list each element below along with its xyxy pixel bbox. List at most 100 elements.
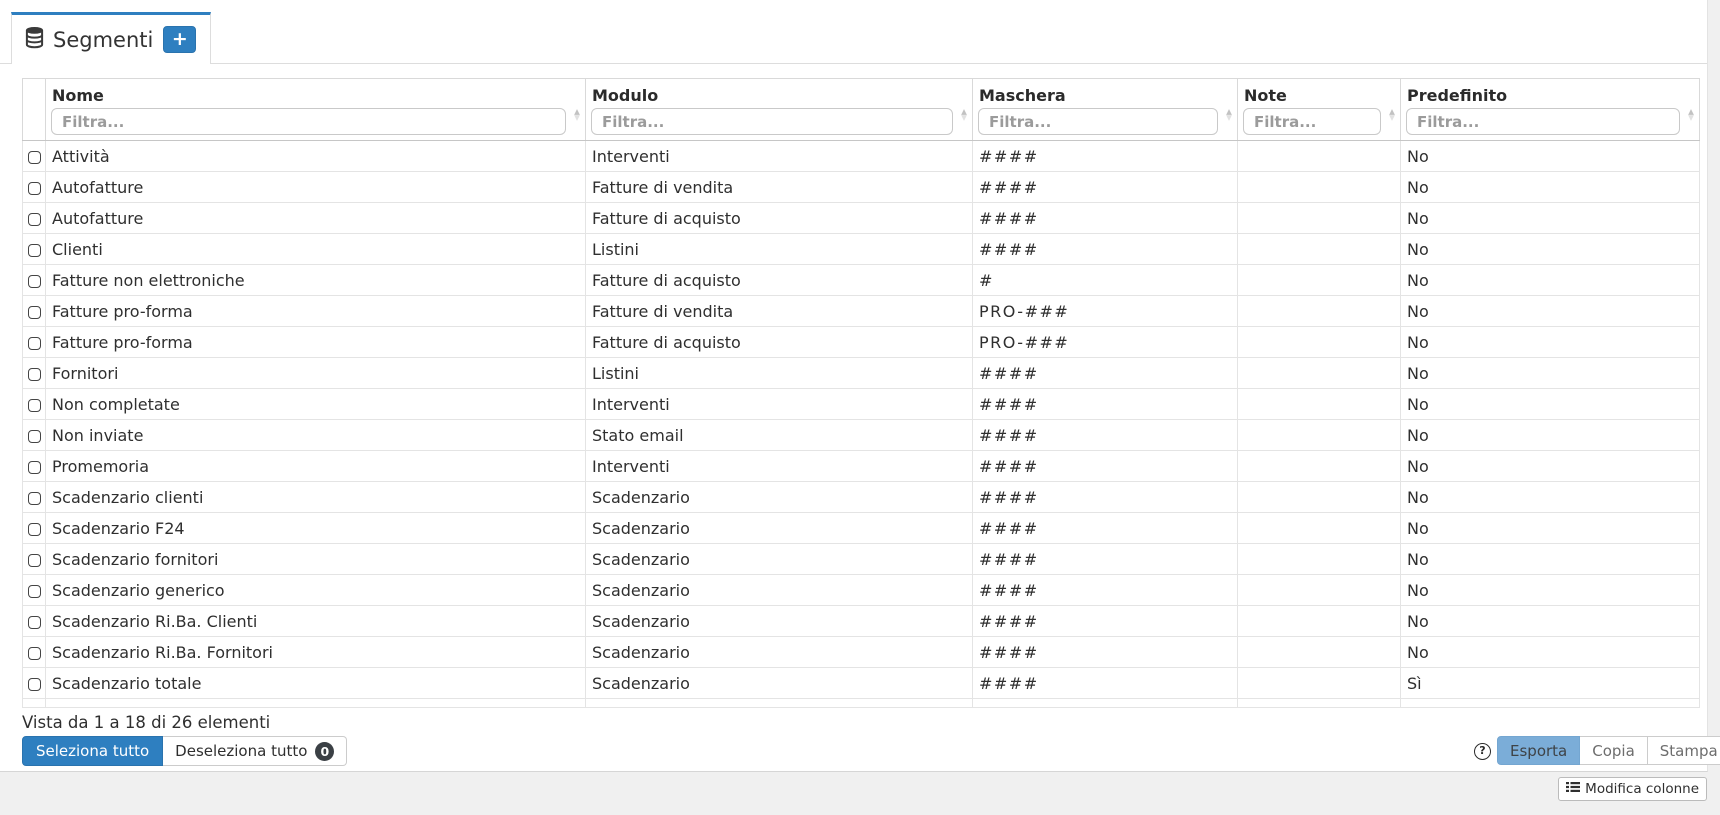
cell-maschera: #### bbox=[972, 636, 1238, 668]
cell-modulo: Scadenzario bbox=[585, 605, 973, 637]
table-row[interactable]: Fatture non elettroniche Fatture di acqu… bbox=[22, 264, 1700, 296]
cell-note bbox=[1237, 202, 1401, 234]
row-checkbox[interactable] bbox=[27, 491, 41, 505]
cell-modulo: Fatture di vendita bbox=[585, 171, 973, 203]
column-header-nome[interactable]: Nome ▲▼ bbox=[45, 78, 586, 141]
row-checkbox[interactable] bbox=[27, 677, 41, 691]
table-row[interactable]: Autofatture Fatture di vendita #### No bbox=[22, 171, 1700, 203]
selection-button-group: Seleziona tutto Deseleziona tutto 0 bbox=[22, 736, 348, 766]
filter-input-nome[interactable] bbox=[51, 108, 566, 135]
row-checkbox[interactable] bbox=[27, 181, 41, 195]
cell-note bbox=[1237, 388, 1401, 420]
modify-columns-button[interactable]: Modifica colonne bbox=[1558, 777, 1707, 801]
cell-note bbox=[1237, 512, 1401, 544]
row-checkbox[interactable] bbox=[27, 150, 41, 164]
table-row[interactable]: Scadenzario fornitori Scadenzario #### N… bbox=[22, 543, 1700, 575]
cell-predefinito: No bbox=[1400, 357, 1700, 389]
cell-note bbox=[1237, 543, 1401, 575]
cell-predefinito: No bbox=[1400, 512, 1700, 544]
deselect-all-button[interactable]: Deseleziona tutto 0 bbox=[163, 736, 348, 766]
cell-nome: Fatture pro-forma bbox=[45, 326, 586, 358]
cell-nome: Scadenzario Ri.Ba. Fornitori bbox=[45, 636, 586, 668]
cell-maschera: #### bbox=[972, 233, 1238, 265]
table-row[interactable]: Autofatture Fatture di acquisto #### No bbox=[22, 202, 1700, 234]
table-row[interactable]: Scadenzario Ri.Ba. Fornitori Scadenzario… bbox=[22, 636, 1700, 668]
table-row[interactable]: Scadenzario Ri.Ba. Clienti Scadenzario #… bbox=[22, 605, 1700, 637]
table-row[interactable]: Scadenzario generico Scadenzario #### No bbox=[22, 574, 1700, 606]
column-header-note[interactable]: Note ▲▼ bbox=[1237, 78, 1401, 141]
table-body: Attività Interventi #### No Autofatture … bbox=[22, 140, 1700, 699]
row-checkbox[interactable] bbox=[27, 212, 41, 226]
cell-predefinito: No bbox=[1400, 140, 1700, 172]
cell-maschera: #### bbox=[972, 543, 1238, 575]
export-button[interactable]: Esporta bbox=[1497, 736, 1581, 765]
cell-note bbox=[1237, 233, 1401, 265]
row-checkbox[interactable] bbox=[27, 584, 41, 598]
row-checkbox[interactable] bbox=[27, 305, 41, 319]
cell-maschera: # bbox=[972, 264, 1238, 296]
row-checkbox[interactable] bbox=[27, 615, 41, 629]
table-row[interactable]: Fornitori Listini #### No bbox=[22, 357, 1700, 389]
filter-input-note[interactable] bbox=[1243, 108, 1381, 135]
cell-maschera: #### bbox=[972, 450, 1238, 482]
cell-nome: Scadenzario fornitori bbox=[45, 543, 586, 575]
sort-icon[interactable]: ▲ ▼ bbox=[1389, 107, 1395, 122]
cell-modulo: Stato email bbox=[585, 419, 973, 451]
filter-input-predefinito[interactable] bbox=[1406, 108, 1680, 135]
row-checkbox[interactable] bbox=[27, 336, 41, 350]
sort-icon[interactable]: ▲ ▼ bbox=[1226, 107, 1232, 122]
sort-icon[interactable]: ▲ ▼ bbox=[961, 107, 967, 122]
column-header-maschera[interactable]: Maschera ▲▼ bbox=[972, 78, 1238, 141]
cell-maschera: #### bbox=[972, 481, 1238, 513]
cell-predefinito: No bbox=[1400, 264, 1700, 296]
column-label: Predefinito bbox=[1407, 86, 1508, 105]
cell-nome: Scadenzario Ri.Ba. Clienti bbox=[45, 605, 586, 637]
tab-segmenti[interactable]: Segmenti + bbox=[11, 12, 212, 64]
filter-input-maschera[interactable] bbox=[978, 108, 1218, 135]
table-row[interactable]: Attività Interventi #### No bbox=[22, 140, 1700, 172]
column-header-predefinito[interactable]: Predefinito ▲▼ bbox=[1400, 78, 1700, 141]
add-segment-button[interactable]: + bbox=[163, 26, 197, 53]
table-row[interactable]: Non completate Interventi #### No bbox=[22, 388, 1700, 420]
table-info: Vista da 1 a 18 di 26 elementi bbox=[22, 713, 271, 732]
selection-count-badge: 0 bbox=[315, 741, 335, 761]
select-all-button[interactable]: Seleziona tutto bbox=[22, 736, 164, 766]
table-row[interactable]: Scadenzario totale Scadenzario #### Sì bbox=[22, 667, 1700, 699]
table-row[interactable]: Scadenzario F24 Scadenzario #### No bbox=[22, 512, 1700, 544]
row-checkbox[interactable] bbox=[27, 429, 41, 443]
cell-maschera: PRO-### bbox=[972, 326, 1238, 358]
sort-icon[interactable]: ▲ ▼ bbox=[574, 107, 580, 122]
table-row[interactable]: Promemoria Interventi #### No bbox=[22, 450, 1700, 482]
table-row[interactable]: Non inviate Stato email #### No bbox=[22, 419, 1700, 451]
cell-nome: Scadenzario clienti bbox=[45, 481, 586, 513]
column-header-modulo[interactable]: Modulo ▲▼ bbox=[585, 78, 973, 141]
filter-input-modulo[interactable] bbox=[591, 108, 953, 135]
cell-predefinito: No bbox=[1400, 171, 1700, 203]
cell-maschera: #### bbox=[972, 388, 1238, 420]
table-row[interactable]: Clienti Listini #### No bbox=[22, 233, 1700, 265]
table-row[interactable]: Scadenzario clienti Scadenzario #### No bbox=[22, 481, 1700, 513]
cell-modulo: Fatture di acquisto bbox=[585, 202, 973, 234]
row-checkbox[interactable] bbox=[27, 553, 41, 567]
sort-icon[interactable]: ▲ ▼ bbox=[1688, 107, 1694, 122]
row-checkbox[interactable] bbox=[27, 243, 41, 257]
row-checkbox[interactable] bbox=[27, 460, 41, 474]
row-checkbox[interactable] bbox=[27, 274, 41, 288]
cell-maschera: #### bbox=[972, 171, 1238, 203]
cell-nome: Promemoria bbox=[45, 450, 586, 482]
cell-predefinito: No bbox=[1400, 295, 1700, 327]
tab-bar: Segmenti + bbox=[0, 0, 1707, 64]
cell-modulo: Fatture di acquisto bbox=[585, 326, 973, 358]
row-checkbox[interactable] bbox=[27, 522, 41, 536]
row-checkbox[interactable] bbox=[27, 367, 41, 381]
help-icon[interactable]: ? bbox=[1474, 743, 1491, 760]
table-row[interactable]: Fatture pro-forma Fatture di acquisto PR… bbox=[22, 326, 1700, 358]
cell-nome: Clienti bbox=[45, 233, 586, 265]
row-checkbox[interactable] bbox=[27, 398, 41, 412]
copy-button[interactable]: Copia bbox=[1580, 736, 1648, 765]
table-row[interactable]: Fatture pro-forma Fatture di vendita PRO… bbox=[22, 295, 1700, 327]
print-button[interactable]: Stampa bbox=[1647, 736, 1720, 765]
table-header-row: Nome ▲▼ Modulo ▲▼ Maschera ▲▼ Note bbox=[22, 78, 1700, 141]
row-checkbox[interactable] bbox=[27, 646, 41, 660]
cell-note bbox=[1237, 419, 1401, 451]
